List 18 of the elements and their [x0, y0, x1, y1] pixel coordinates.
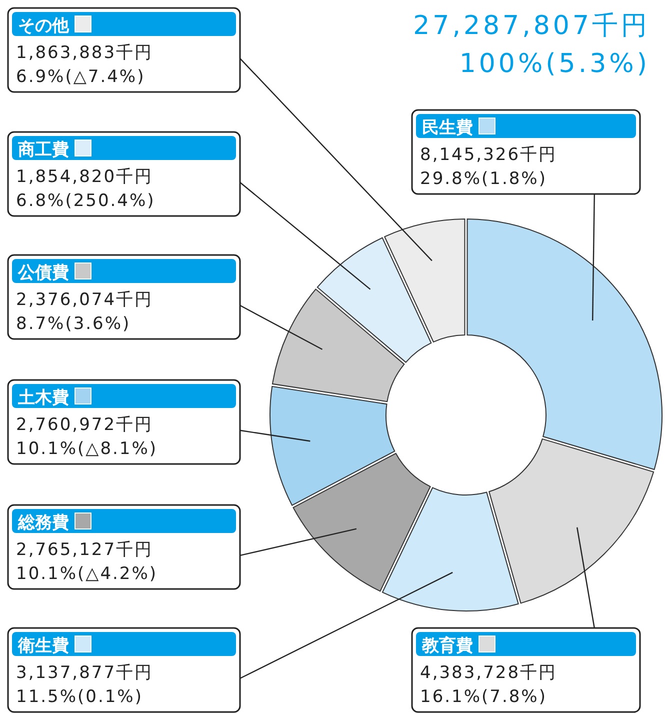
- text: 100%(5.3%): [459, 49, 650, 79]
- data-label: 8,145,326千円 29.8%(1.8%): [420, 145, 558, 189]
- data-label: 4,383,728千円 16.1%(7.8%): [420, 663, 558, 707]
- legend-label: 民生費: [422, 118, 473, 138]
- chart-title: 27,287,807千円: [413, 11, 650, 41]
- data-label: 2,765,127千円 10.1%(△4.2%): [16, 540, 158, 584]
- legend-label: その他: [18, 16, 70, 36]
- legend-label: 公債費: [17, 263, 69, 283]
- data-label: 1,863,883千円 6.9%(△7.4%): [16, 43, 154, 87]
- legend-label: 教育費: [421, 635, 473, 656]
- data-label: 3,137,877千円 11.5%(0.1%): [16, 663, 154, 707]
- data-label: 1,854,820千円 6.8%(250.4%): [16, 167, 156, 211]
- data-label: 2,760,972千円 10.1%(△8.1%): [16, 415, 158, 459]
- legend-label: 総務費: [17, 513, 69, 533]
- legend-label: 商工費: [17, 140, 69, 160]
- data-label: 2,376,074千円 8.7%(3.6%): [16, 290, 154, 334]
- legend-label: 土木費: [17, 388, 69, 408]
- legend-label: 衛生費: [17, 636, 69, 656]
